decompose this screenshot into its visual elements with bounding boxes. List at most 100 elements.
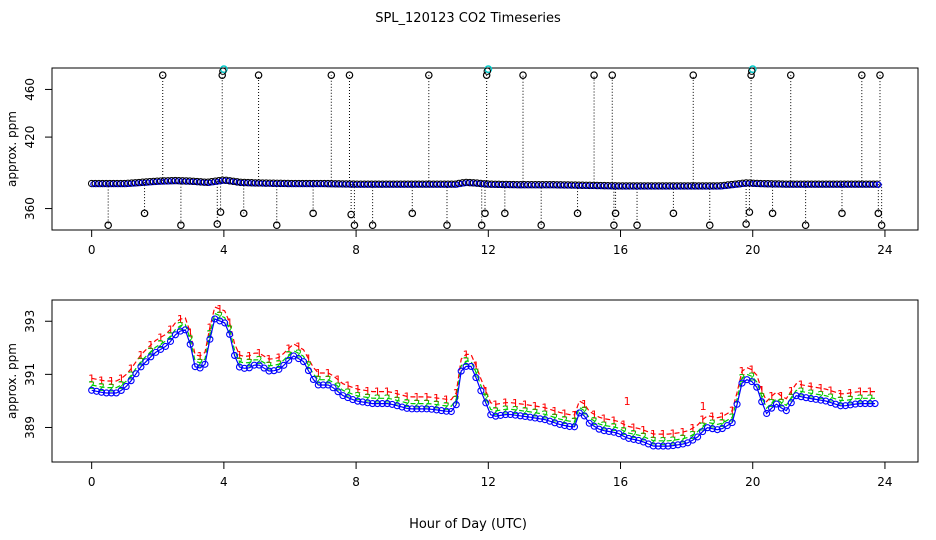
series-marker-2: 2 [118, 379, 125, 392]
series-marker-1: 1 [709, 411, 716, 424]
series-marker-1: 1 [610, 414, 617, 427]
series-marker-1: 1 [581, 398, 588, 411]
series-marker-1: 1 [344, 380, 351, 393]
series-marker-2: 2 [108, 382, 115, 395]
series-point-3 [536, 415, 544, 423]
series-point-3 [166, 337, 175, 345]
series-point-3 [526, 413, 534, 421]
series-marker-2: 2 [679, 433, 686, 446]
series-point-3 [285, 356, 293, 364]
spike-point [876, 71, 884, 79]
series-marker-1: 1 [384, 386, 391, 399]
series-point-3 [841, 402, 850, 410]
series-point-3 [664, 442, 672, 450]
spike-point [368, 221, 377, 230]
series-marker-2: 2 [817, 389, 824, 402]
series-marker-1: 1 [620, 418, 627, 431]
y-tick-label: 389 [23, 416, 37, 439]
series-marker-1: 1 [837, 388, 844, 401]
series-point-3 [196, 364, 204, 372]
x-axis-label: Hour of Day (UTC) [409, 517, 527, 532]
spike-point [140, 209, 149, 218]
series-marker-2: 2 [561, 414, 568, 427]
spike-point [309, 209, 317, 218]
series-point-3 [250, 361, 258, 369]
series-marker-2: 2 [147, 345, 154, 358]
series-marker-2: 2 [541, 408, 548, 421]
series-point-3 [851, 400, 859, 408]
series-marker-1: 1 [660, 428, 667, 441]
spike-point [350, 221, 359, 230]
series-point-3 [482, 399, 490, 407]
series-point-3 [413, 405, 421, 413]
series-point-3 [364, 399, 372, 407]
spike-point [443, 221, 451, 230]
series-point-3 [516, 412, 524, 420]
series-point-3 [378, 400, 386, 408]
series-point-3 [329, 384, 337, 392]
series-marker-1: 1 [236, 349, 243, 362]
series-marker-1: 1 [403, 390, 410, 403]
spike-point [347, 210, 355, 219]
series-marker-2: 2 [285, 349, 292, 362]
series-point-3 [457, 367, 465, 375]
series-marker-1: 1 [226, 316, 233, 329]
spike-point [345, 71, 354, 79]
series-marker-2: 2 [827, 391, 834, 404]
spike-point [213, 220, 222, 228]
series-marker-2: 2 [315, 374, 322, 387]
series-marker-2: 2 [344, 386, 351, 399]
series-point-3 [846, 401, 854, 409]
y-tick-label: 393 [23, 310, 37, 333]
series-point-3 [501, 411, 510, 419]
x-tick-label: 0 [88, 475, 96, 489]
series-marker-1: 1 [325, 367, 332, 380]
series-marker-1: 1 [443, 393, 450, 406]
series-marker-1: 1 [147, 339, 154, 352]
series-marker-1: 1 [571, 409, 578, 422]
x-tick-label: 20 [745, 475, 760, 489]
spike-point [481, 209, 489, 218]
plot-frame [51, 299, 919, 463]
series-marker-2: 2 [502, 403, 509, 416]
series-marker-1: 1 [206, 321, 213, 334]
series-marker-2: 2 [522, 405, 529, 418]
series-point-3 [368, 400, 377, 408]
series-point-3 [230, 351, 239, 359]
series-point-3 [93, 387, 101, 395]
series-point-3 [88, 386, 96, 394]
spike-point [177, 221, 185, 230]
spike-point [477, 221, 486, 230]
series-point-3 [679, 440, 687, 448]
series-point-3 [856, 400, 864, 408]
y-tick-label: 420 [23, 126, 37, 149]
series-point-3 [117, 386, 125, 394]
series-marker-2: 2 [758, 390, 765, 403]
series-marker-2: 2 [275, 358, 282, 371]
spike-point [748, 67, 756, 75]
series-point-3 [566, 422, 574, 431]
spike-point [519, 71, 527, 79]
spike-point [633, 221, 641, 230]
spike-point [158, 71, 167, 79]
series-marker-2: 2 [847, 394, 854, 407]
series-point-3 [467, 362, 475, 370]
series-marker-2: 2 [463, 355, 470, 368]
y-tick-label: 391 [23, 363, 37, 386]
series-marker-2: 2 [443, 400, 450, 413]
series-point-3 [531, 414, 539, 422]
spike-point [104, 221, 112, 230]
y-axis-label: approx. ppm [5, 343, 19, 419]
series-point-3 [191, 363, 199, 371]
series-point-3 [812, 395, 820, 403]
series-point-3 [432, 406, 441, 414]
series-point-3 [388, 400, 396, 408]
series-point-3 [186, 340, 194, 348]
series-point-3 [659, 442, 667, 450]
spike-point [239, 209, 248, 218]
x-tick-label: 4 [220, 475, 228, 489]
series-marker-2: 2 [620, 425, 627, 438]
series-marker-2: 2 [807, 387, 814, 400]
series-marker-2: 2 [256, 354, 263, 367]
